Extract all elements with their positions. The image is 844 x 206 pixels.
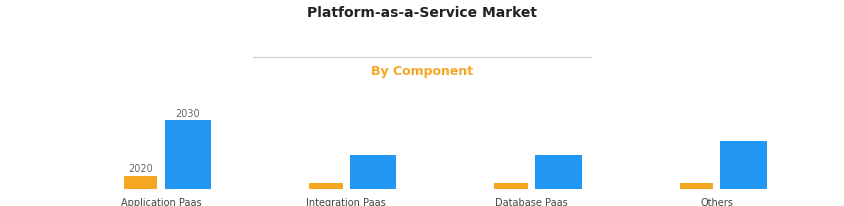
Bar <box>679 183 713 190</box>
Bar <box>495 183 528 190</box>
FancyBboxPatch shape <box>2 102 842 205</box>
Text: 2020: 2020 <box>128 163 153 173</box>
Bar <box>535 155 582 190</box>
Bar <box>124 176 157 190</box>
Bar <box>309 183 343 190</box>
Bar <box>721 142 767 190</box>
Text: 2030: 2030 <box>176 108 200 118</box>
Bar <box>350 155 397 190</box>
Text: By Component: By Component <box>371 65 473 78</box>
Text: Platform-as-a-Service Market: Platform-as-a-Service Market <box>307 6 537 20</box>
Bar <box>165 121 211 190</box>
